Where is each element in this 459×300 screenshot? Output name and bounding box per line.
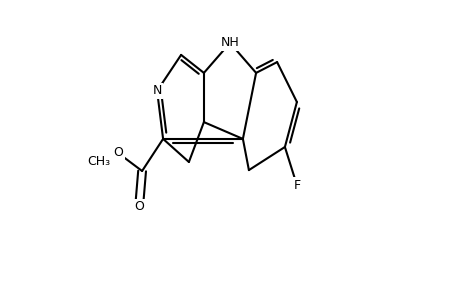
Text: N: N: [152, 84, 162, 98]
Text: CH₃: CH₃: [87, 154, 110, 168]
Text: F: F: [293, 178, 300, 192]
Text: NH: NH: [220, 36, 239, 50]
Text: O: O: [113, 146, 123, 160]
Text: O: O: [134, 200, 144, 214]
